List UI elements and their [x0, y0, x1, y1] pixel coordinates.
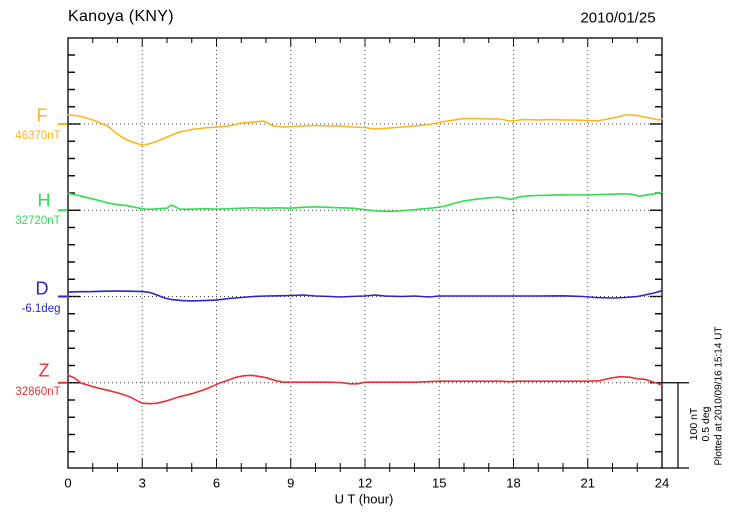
trace-F — [67, 114, 663, 146]
x-tick-label: 9 — [287, 475, 295, 491]
component-F-baseline-value: 46370nT — [15, 130, 61, 142]
component-H-baseline-value: 32720nT — [15, 215, 61, 227]
component-Z-label: Z — [38, 360, 50, 381]
x-tick-label: 21 — [580, 475, 595, 491]
plot-date: 2010/01/25 — [580, 9, 656, 27]
plotted-at-stamp: Plotted at 2010/09/16 15:14 UT — [713, 326, 725, 466]
trace-D — [67, 289, 663, 302]
component-D-label: D — [35, 278, 49, 299]
x-tick-label: 3 — [138, 475, 146, 491]
x-tick-label: 24 — [654, 475, 670, 491]
x-axis-label: U T (hour) — [334, 491, 394, 507]
x-tick-label: 18 — [506, 475, 521, 491]
scalebar-nT-label: 100 nT — [688, 407, 700, 441]
x-tick-label: 15 — [432, 475, 447, 491]
trace-H — [67, 191, 663, 213]
x-tick-label: 6 — [212, 475, 221, 491]
trace-Z — [67, 374, 663, 405]
x-tick-label: 0 — [64, 475, 72, 491]
component-F-label: F — [36, 105, 48, 126]
page-title: Kanoya (KNY) — [68, 8, 174, 25]
component-Z-baseline-value: 32860nT — [15, 386, 61, 398]
component-D-baseline-value: -6.1deg — [21, 303, 61, 315]
component-H-label: H — [37, 190, 51, 211]
scalebar-deg-label: 0.5 deg — [700, 406, 712, 442]
x-tick-label: 12 — [357, 475, 373, 491]
